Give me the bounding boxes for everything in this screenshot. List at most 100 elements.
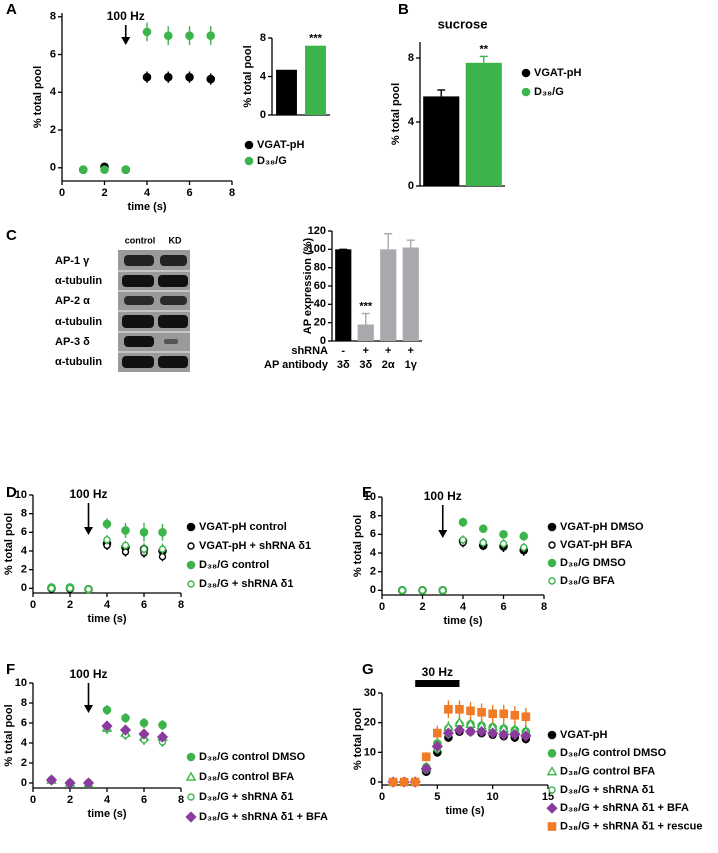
data-point: [66, 584, 74, 593]
data-point: [399, 777, 409, 787]
y-tick-label: 40: [314, 298, 326, 310]
y-tick-label: 2: [21, 564, 27, 576]
data-point: [488, 709, 497, 719]
data-point: [206, 31, 216, 40]
data-point: [102, 519, 112, 529]
x-tick-label: 2α: [382, 359, 395, 371]
data-point: [206, 74, 216, 84]
bar: [423, 96, 460, 186]
band: [124, 336, 154, 347]
legend-marker: [547, 730, 557, 740]
data-point: [478, 524, 488, 534]
band: [158, 275, 188, 287]
legend-marker: [187, 580, 195, 588]
panel-letter: A: [6, 1, 17, 18]
data-point: [444, 705, 453, 714]
y-tick-label: 10: [15, 489, 27, 501]
panel-letter: C: [6, 227, 17, 244]
data-point: [140, 545, 148, 553]
y-tick-label: 8: [21, 697, 27, 709]
y-tick-label: 120: [308, 225, 326, 237]
y-tick-label: 60: [314, 280, 326, 292]
data-point: [84, 585, 93, 593]
band: [160, 255, 187, 266]
data-point: [142, 27, 152, 37]
data-point: [100, 165, 109, 174]
data-point: [158, 720, 167, 730]
band: [124, 255, 154, 266]
stimulus-bar: [415, 680, 460, 687]
y-tick-label: 4: [21, 545, 28, 557]
arrow-head: [438, 530, 448, 538]
x-tick-label: 4: [104, 599, 111, 611]
x-tick-label: 0: [30, 599, 36, 611]
data-point: [185, 72, 194, 82]
legend-label: D₃₈/G + shRNA δ1: [199, 578, 293, 590]
data-point: [509, 728, 521, 741]
y-axis-label: AP expression (%): [302, 237, 314, 334]
x-tick-label: 4: [104, 794, 111, 806]
x-axis-label: time (s): [87, 808, 126, 820]
panel-letter: B: [398, 1, 409, 18]
y-tick-label: 6: [21, 717, 27, 729]
data-point: [163, 72, 173, 82]
y-tick-label: 4: [260, 70, 267, 82]
bar: [465, 62, 502, 186]
annotation: 100 Hz: [69, 487, 107, 501]
bar: [305, 45, 326, 116]
y-tick-label: 30: [364, 687, 376, 699]
data-point: [442, 727, 454, 739]
data-point: [163, 31, 173, 40]
x-tick-label: +: [363, 345, 369, 357]
x-tick-label: 8: [178, 599, 184, 611]
blot-row-label: AP-3 δ: [55, 336, 90, 348]
data-point: [101, 720, 113, 732]
data-point: [82, 777, 95, 789]
y-tick-label: 10: [364, 491, 376, 503]
legend-label: D₃₈/G control BFA: [560, 766, 655, 778]
y-tick-label: 4: [370, 547, 377, 559]
x-tick-label: 8: [229, 187, 235, 199]
legend-label: D₃₈/G + shRNA δ1 + BFA: [560, 802, 689, 814]
data-point: [139, 528, 149, 537]
y-tick-label: 8: [21, 508, 27, 520]
legend-label: D₃₈/G + shRNA δ1 + rescue: [560, 820, 702, 832]
data-point: [459, 536, 467, 544]
legend-label: D₃₈/G + shRNA δ1: [560, 784, 654, 796]
data-point: [520, 543, 528, 552]
y-axis-label: % total pool: [390, 83, 402, 145]
legend-label: D₃₈/G control BFA: [199, 771, 294, 783]
annotation: 30 Hz: [422, 665, 453, 679]
legend-label: VGAT-pH BFA: [560, 539, 633, 551]
y-tick-label: 2: [50, 124, 56, 136]
legend-marker: [547, 749, 557, 758]
legend-marker: [547, 522, 557, 532]
data-point: [455, 705, 464, 714]
data-point: [78, 165, 88, 174]
x-tick-label: 0: [379, 791, 385, 803]
x-tick-label: 3δ: [337, 359, 350, 371]
x-axis-label: time (s): [445, 805, 484, 817]
y-tick-label: 20: [314, 317, 326, 329]
y-tick-label: 0: [260, 109, 266, 121]
data-point: [64, 777, 76, 789]
band: [158, 315, 188, 328]
y-axis-label: % total pool: [352, 708, 364, 770]
x-tick-label: 3δ: [359, 359, 372, 371]
y-tick-label: 4: [21, 737, 28, 749]
y-axis-label: % total pool: [32, 66, 44, 128]
band: [122, 275, 154, 287]
legend-label: VGAT-pH DMSO: [560, 521, 644, 533]
data-point: [158, 528, 167, 537]
data-point: [139, 718, 149, 728]
x-tick-label: 10: [487, 791, 499, 803]
y-tick-label: 6: [370, 528, 376, 540]
legend-label: D₃₈/G control DMSO: [199, 751, 306, 763]
x-tick-label: 6: [141, 599, 147, 611]
y-tick-label: 20: [364, 717, 376, 729]
legend-marker: [187, 542, 195, 550]
arrow-head: [84, 705, 93, 713]
y-axis-label: % total pool: [3, 704, 15, 766]
data-point: [103, 536, 111, 544]
